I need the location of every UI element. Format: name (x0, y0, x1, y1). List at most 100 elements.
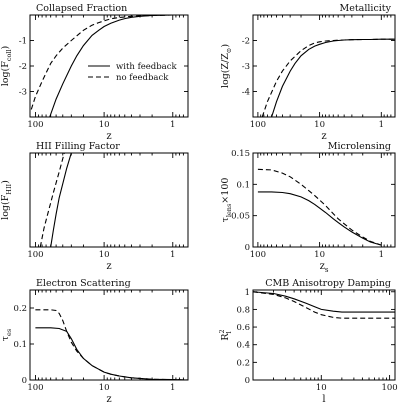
y-axis-label: τes (0, 329, 13, 341)
series-line-no-feedback (261, 38, 395, 117)
x-axis-label: z (106, 261, 111, 272)
y-tick-label: 0.6 (236, 323, 250, 333)
x-tick-label: 1 (170, 250, 175, 260)
x-tick-label: 1 (379, 250, 384, 260)
y-axis-label-main: log(F (0, 61, 11, 87)
y-axis-label-sub: lens (225, 204, 233, 217)
series-line-with-feedback (271, 38, 395, 117)
x-tick-label: 100 (250, 120, 266, 130)
y-tick-label: -2 (242, 37, 250, 47)
x-tick-label: 100 (381, 383, 397, 393)
x-tick-label: 100 (27, 383, 43, 393)
x-axis-label: zs (320, 261, 329, 274)
y-axis-label: log(FHII) (0, 180, 13, 220)
y-tick-label: -3 (242, 62, 250, 72)
x-axis-label-main: z (106, 261, 111, 272)
y-tick-label: 0.2 (13, 304, 27, 314)
y-axis-label-tail: ×100 (220, 178, 231, 204)
axes-frame (252, 152, 396, 248)
panel-3: HII Filling Factor 100 10 1 z log(FHII) (0, 141, 189, 272)
series-line-no-feedback (257, 168, 382, 246)
panel-2: Metallicity 100 10 1 -4 -3 -2 z log(Z/Z⊙) (220, 3, 396, 142)
y-axis-label: R2l (218, 329, 233, 340)
y-axis-label-main: R (220, 333, 231, 341)
x-axis-label-main: z (106, 131, 111, 142)
y-tick-label: 0.05 (231, 212, 250, 222)
series-line-no-feedback (39, 153, 65, 247)
x-axis-label: z (106, 394, 111, 405)
y-axis-label: τlens×100 (220, 178, 233, 223)
x-axis-label-sub: s (325, 266, 329, 274)
y-tick-label: -1 (19, 37, 27, 47)
y-axis-label-main: log(F (0, 194, 11, 220)
y-axis-label: log(Fcoll) (0, 46, 13, 87)
y-axis-label-tail: ) (0, 180, 11, 184)
axes-frame (252, 14, 396, 118)
y-axis-label-sub: HII (5, 183, 13, 194)
x-tick-label: 1 (170, 383, 175, 393)
legend-label: no feedback (116, 73, 169, 83)
y-tick-label: 0 (22, 376, 27, 386)
y-axis-label: log(Z/Z⊙) (220, 44, 233, 88)
series-line-with-feedback (35, 327, 188, 380)
x-tick-label: 1 (170, 120, 175, 130)
panel-1: Collapsed Fraction 100 10 1 -3 -2 -1 z log(Fcoll… (0, 3, 189, 142)
x-axis-label: z (106, 131, 111, 142)
y-tick-label: -3 (19, 88, 27, 98)
x-tick-label: 100 (27, 250, 43, 260)
x-tick-label: 10 (99, 250, 110, 260)
x-tick-label: 10 (316, 383, 327, 393)
x-axis-label-main: z (321, 131, 326, 142)
y-tick-label: 0 (245, 243, 250, 253)
series-line-with-feedback (50, 153, 72, 247)
x-tick-label: 100 (27, 120, 43, 130)
y-tick-label: 0.4 (236, 341, 250, 351)
x-tick-label: 10 (314, 120, 325, 130)
series-line-with-feedback (257, 191, 382, 246)
panel-title: CMB Anisotropy Damping (265, 278, 391, 289)
legend-label: with feedback (116, 62, 178, 72)
axes-frame (29, 152, 189, 248)
y-tick-label: 0.1 (13, 340, 27, 350)
panel-title: Microlensing (328, 141, 391, 152)
x-axis-label: z (321, 131, 326, 142)
y-tick-label: 0.8 (236, 305, 250, 315)
x-axis-label-main: z (320, 261, 325, 272)
series-line-no-feedback (30, 15, 188, 110)
x-tick-label: 10 (99, 383, 110, 393)
y-axis-label-tail: ) (220, 44, 231, 48)
panel-title: Electron Scattering (36, 278, 131, 289)
y-tick-label: 0.15 (231, 149, 250, 159)
y-axis-label-tail: ) (0, 46, 11, 50)
series-line-no-feedback (253, 291, 395, 319)
x-tick-label: 100 (250, 250, 266, 260)
y-axis-label-main: τ (0, 336, 11, 341)
y-tick-label: -2 (19, 62, 27, 72)
y-axis-label-sub: es (5, 329, 13, 336)
y-tick-label: 0.2 (236, 358, 250, 368)
y-axis-label-main: log(Z/Z (220, 53, 231, 88)
panel-6: CMB Anisotropy Damping 10 100 0 0.2 0.4 0.6 0.8… (218, 278, 398, 405)
x-axis-label-main: l (322, 394, 325, 405)
y-axis-label-sup: 2 (218, 329, 226, 333)
panel-title: Collapsed Fraction (36, 3, 127, 14)
x-axis-label-main: z (106, 394, 111, 405)
y-axis-label-main: τ (220, 217, 231, 222)
x-axis-label: l (322, 394, 325, 405)
panel-title: HII Filling Factor (36, 141, 120, 152)
y-tick-label: 0.1 (236, 180, 250, 190)
y-tick-label: 0 (245, 376, 250, 386)
x-tick-label: 10 (99, 120, 110, 130)
x-tick-label: 1 (379, 120, 384, 130)
series-line-with-feedback (253, 291, 395, 313)
series-line-no-feedback (35, 309, 188, 380)
axes-frame (29, 289, 189, 381)
y-axis-label-sub: ⊙ (225, 48, 233, 53)
panel-title: Metallicity (340, 3, 392, 14)
y-tick-label: -4 (242, 88, 250, 98)
y-axis-label-sub: coll (5, 49, 13, 61)
y-axis-label-sub: l (225, 331, 233, 333)
